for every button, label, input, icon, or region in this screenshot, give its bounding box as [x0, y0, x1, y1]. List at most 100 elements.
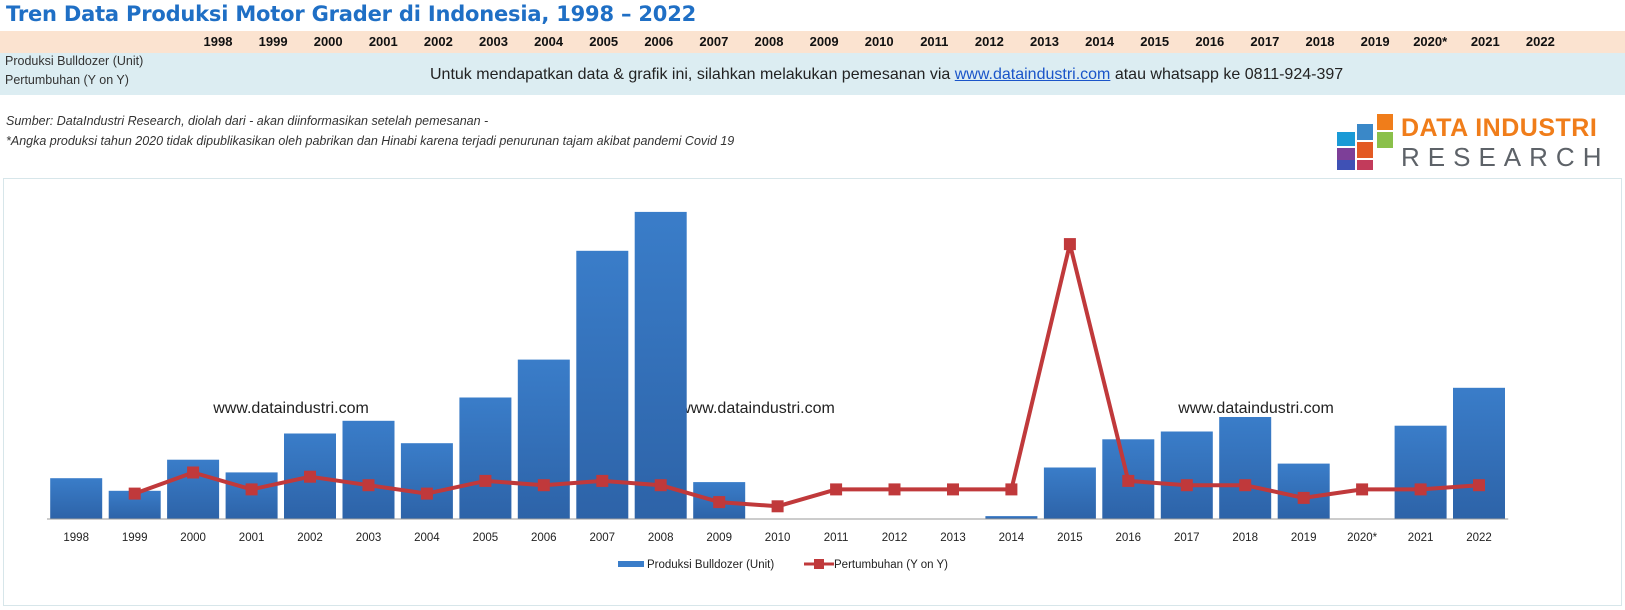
x-tick-label: 2012 — [882, 532, 908, 544]
logo-tile — [1337, 132, 1355, 146]
x-tick-label: 2016 — [1116, 532, 1142, 544]
row-label-production: Produksi Bulldozer (Unit) — [5, 54, 144, 68]
x-tick-label: 2018 — [1232, 532, 1258, 544]
year-header-cell: 2015 — [1140, 34, 1170, 49]
year-header-cell: 2001 — [368, 34, 398, 49]
logo-tile — [1357, 142, 1373, 158]
x-tick-label: 2020* — [1347, 532, 1378, 544]
x-tick-label: 2011 — [824, 532, 849, 544]
year-header-cell: 2004 — [534, 34, 564, 49]
growth-point-2005 — [479, 474, 492, 487]
data-row: Produksi Bulldozer (Unit) Pertumbuhan (Y… — [0, 53, 1625, 95]
x-tick-label: 2008 — [648, 532, 674, 544]
x-tick-label: 2015 — [1057, 532, 1083, 544]
x-tick-label: 2003 — [356, 532, 382, 544]
year-header-cell: 2005 — [589, 34, 619, 49]
covid-footnote: *Angka produksi tahun 2020 tidak dipubli… — [6, 134, 735, 148]
growth-point-2021 — [1414, 483, 1427, 496]
notice-text-before: Untuk mendapatkan data & grafik ini, sil… — [430, 66, 955, 83]
row-label-growth: Pertumbuhan (Y on Y) — [5, 73, 129, 87]
logo-text-line2: RESEARCH — [1401, 142, 1610, 172]
x-tick-label: 1998 — [63, 532, 89, 544]
year-header-cell: 2014 — [1085, 34, 1115, 49]
year-header-cell: 1999 — [258, 34, 288, 49]
source-note: Sumber: DataIndustri Research, diolah da… — [6, 114, 489, 128]
bar-1998 — [50, 478, 103, 519]
legend-line-label: Pertumbuhan (Y on Y) — [834, 559, 948, 571]
x-tick-label: 2013 — [940, 532, 966, 544]
x-tick-label: 2005 — [473, 532, 499, 544]
year-header-cell: 2006 — [644, 34, 674, 49]
growth-point-2000 — [187, 466, 200, 479]
watermark-text: www.dataindustri.com — [212, 400, 369, 417]
year-header-cell: 2013 — [1030, 34, 1059, 49]
bar-2007 — [576, 250, 629, 520]
x-tick-label: 2007 — [590, 532, 616, 544]
growth-point-2015 — [1063, 238, 1076, 251]
growth-point-2001 — [245, 483, 258, 496]
year-header-cell: 2020* — [1413, 34, 1448, 49]
growth-point-2013 — [947, 483, 959, 496]
logo-tile — [1357, 160, 1373, 170]
x-tick-label: 2004 — [414, 532, 440, 544]
growth-point-2018 — [1239, 479, 1252, 492]
bar-2022 — [1453, 387, 1505, 519]
x-tick-label: 2010 — [765, 532, 791, 544]
growth-point-2022 — [1473, 479, 1485, 492]
growth-point-2006 — [537, 479, 550, 492]
x-tick-label: 2021 — [1408, 532, 1434, 544]
bar-2014 — [985, 516, 1038, 519]
legend-bar-swatch — [618, 561, 644, 567]
year-header-cell: 2000 — [313, 34, 343, 49]
x-tick-label: 2009 — [706, 532, 732, 544]
logo-tile — [1357, 124, 1373, 140]
year-header-cell: 2017 — [1250, 34, 1280, 49]
bar-2018 — [1219, 417, 1272, 519]
x-tick-label: 2001 — [239, 532, 265, 544]
growth-point-2008 — [654, 479, 667, 492]
logo-tile — [1377, 132, 1393, 148]
logo-tile — [1337, 160, 1355, 170]
bar-2008 — [634, 211, 687, 519]
x-tick-label: 2017 — [1174, 532, 1200, 544]
logo-tile — [1337, 148, 1355, 160]
growth-point-2017 — [1180, 479, 1193, 492]
bar-2004 — [400, 443, 453, 519]
year-header-cell: 2008 — [754, 34, 784, 49]
year-header-cell: 2002 — [423, 34, 453, 49]
year-header-row: 1998 1999 2000 2001 2002 2003 2004 2005 2006 2007… — [0, 31, 1625, 53]
chart-legend: Produksi Bulldozer (Unit) Pertumbuhan (Y … — [618, 559, 948, 571]
page-title: Tren Data Produksi Motor Grader di Indon… — [6, 2, 697, 26]
bar-2006 — [517, 359, 570, 519]
logo-text-line1: DATA INDUSTRI — [1401, 114, 1598, 142]
year-header-cell: 2007 — [699, 34, 729, 49]
growth-point-2007 — [596, 474, 609, 487]
year-header-cell: 2009 — [809, 34, 839, 49]
growth-point-2014 — [1005, 483, 1018, 496]
year-header-cell: 2016 — [1195, 34, 1225, 49]
x-tick-label: 2019 — [1291, 532, 1317, 544]
growth-point-2019 — [1297, 491, 1310, 504]
x-tick-label: 2000 — [180, 532, 206, 544]
bar-2019 — [1277, 463, 1330, 519]
year-header-cell: 2022 — [1525, 34, 1555, 49]
x-tick-label: 2002 — [297, 532, 323, 544]
logo-mosaic-icon — [1337, 114, 1393, 170]
growth-point-2010 — [771, 500, 784, 513]
watermark-text: www.dataindustri.com — [1177, 400, 1334, 417]
x-tick-label: 2022 — [1466, 532, 1492, 544]
bar-2003 — [342, 420, 395, 519]
watermark-text: www.dataindustri.com — [678, 400, 835, 417]
company-logo: DATA INDUSTRI RESEARCH — [1337, 114, 1617, 172]
website-link[interactable]: www.dataindustri.com — [954, 66, 1111, 83]
year-header-cell: 2019 — [1360, 34, 1390, 49]
legend-line-marker — [814, 559, 824, 569]
growth-point-1999 — [128, 487, 141, 500]
growth-point-2009 — [713, 496, 726, 509]
year-header-cell: 2010 — [864, 34, 894, 49]
x-tick-label: 2014 — [999, 532, 1025, 544]
x-tick-label: 1999 — [122, 532, 148, 544]
growth-point-2003 — [362, 479, 375, 492]
bar-2005 — [459, 397, 512, 519]
year-header-cell: 2018 — [1305, 34, 1335, 49]
